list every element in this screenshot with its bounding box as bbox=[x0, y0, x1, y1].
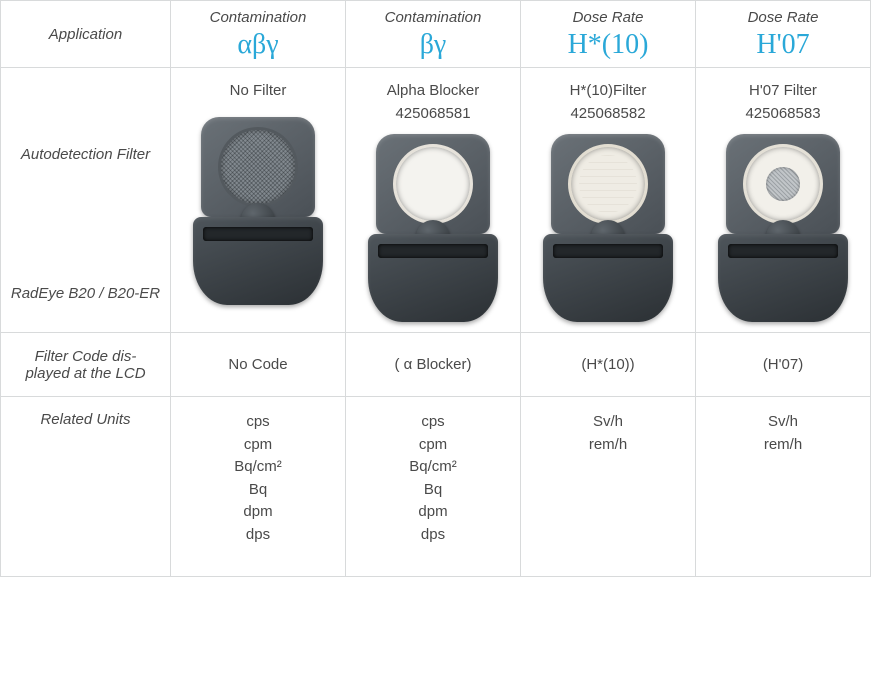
col1-window-icon bbox=[393, 144, 473, 224]
col3-filter-name: H'07 Filter bbox=[749, 82, 817, 99]
rowlabel-device: Autodetection Filter RadEye B20 / B20-ER bbox=[1, 68, 171, 333]
col0-app-symbol: αβγ bbox=[177, 31, 339, 59]
col2-device-cell: H*(10)Filter 425068582 bbox=[521, 68, 696, 333]
col0-window-icon bbox=[218, 127, 298, 207]
row-device: Autodetection Filter RadEye B20 / B20-ER… bbox=[1, 68, 871, 333]
unit-value: dpm bbox=[418, 501, 447, 524]
unit-value: Bq/cm² bbox=[234, 456, 282, 479]
col3-units: Sv/hrem/h bbox=[696, 397, 871, 577]
col0-filter-name: No Filter bbox=[230, 82, 287, 99]
col1-filter-code: 425068581 bbox=[395, 105, 470, 122]
col2-device-icon bbox=[543, 134, 673, 324]
rowlabel-application: Application bbox=[1, 1, 171, 68]
col0-lcd: No Code bbox=[171, 333, 346, 397]
col1-device-cell: Alpha Blocker 425068581 bbox=[346, 68, 521, 333]
col1-lcd: ( α Blocker) bbox=[346, 333, 521, 397]
rowlabel-lcd-l1: Filter Code dis- bbox=[35, 348, 137, 365]
unit-value: cpm bbox=[419, 434, 447, 457]
col2-app-title: Dose Rate bbox=[573, 9, 644, 26]
filter-table: Application Contamination αβγ Contaminat… bbox=[0, 0, 871, 577]
col0-device-cell: No Filter bbox=[171, 68, 346, 333]
col3-lcd: (H'07) bbox=[696, 333, 871, 397]
rowlabel-lcd-l2: played at the LCD bbox=[25, 365, 145, 382]
unit-value: cps bbox=[246, 411, 269, 434]
col0-app-title: Contamination bbox=[210, 9, 307, 26]
col2-lcd: (H*(10)) bbox=[521, 333, 696, 397]
col1-app-title: Contamination bbox=[385, 9, 482, 26]
row-application: Application Contamination αβγ Contaminat… bbox=[1, 1, 871, 68]
unit-value: Bq bbox=[424, 479, 442, 502]
col3-app-symbol: H'07 bbox=[702, 31, 864, 59]
col2-filter-name: H*(10)Filter bbox=[570, 82, 647, 99]
col3-application: Dose Rate H'07 bbox=[696, 1, 871, 68]
col3-device-cell: H'07 Filter 425068583 bbox=[696, 68, 871, 333]
unit-value: dps bbox=[246, 524, 270, 547]
rowlabel-autodetection: Autodetection Filter bbox=[21, 146, 150, 163]
rowlabel-lcd: Filter Code dis- played at the LCD bbox=[1, 333, 171, 397]
col2-app-symbol: H*(10) bbox=[527, 31, 689, 59]
col0-application: Contamination αβγ bbox=[171, 1, 346, 68]
rowlabel-radeye: RadEye B20 / B20-ER bbox=[7, 285, 164, 302]
col3-device-icon bbox=[718, 134, 848, 324]
col1-app-symbol: βγ bbox=[352, 31, 514, 59]
col0-units: cpscpmBq/cm²Bqdpmdps bbox=[171, 397, 346, 577]
unit-value: Bq/cm² bbox=[409, 456, 457, 479]
col2-filter-code: 425068582 bbox=[570, 105, 645, 122]
unit-value: dps bbox=[421, 524, 445, 547]
unit-value: Bq bbox=[249, 479, 267, 502]
unit-value: Sv/h bbox=[593, 411, 623, 434]
col0-device-icon bbox=[193, 117, 323, 307]
col2-units: Sv/hrem/h bbox=[521, 397, 696, 577]
unit-value: dpm bbox=[243, 501, 272, 524]
col1-units: cpscpmBq/cm²Bqdpmdps bbox=[346, 397, 521, 577]
col1-application: Contamination βγ bbox=[346, 1, 521, 68]
col2-window-icon bbox=[568, 144, 648, 224]
unit-value: cps bbox=[421, 411, 444, 434]
rowlabel-units: Related Units bbox=[1, 397, 171, 577]
col3-filter-code: 425068583 bbox=[745, 105, 820, 122]
col3-app-title: Dose Rate bbox=[748, 9, 819, 26]
col1-device-icon bbox=[368, 134, 498, 324]
col2-application: Dose Rate H*(10) bbox=[521, 1, 696, 68]
col1-filter-name: Alpha Blocker bbox=[387, 82, 480, 99]
unit-value: rem/h bbox=[764, 434, 802, 457]
unit-value: rem/h bbox=[589, 434, 627, 457]
col3-window-icon bbox=[743, 144, 823, 224]
row-units: Related Units cpscpmBq/cm²Bqdpmdps cpscp… bbox=[1, 397, 871, 577]
unit-value: cpm bbox=[244, 434, 272, 457]
row-lcd-code: Filter Code dis- played at the LCD No Co… bbox=[1, 333, 871, 397]
unit-value: Sv/h bbox=[768, 411, 798, 434]
